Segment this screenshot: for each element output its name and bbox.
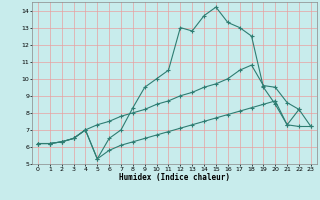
- X-axis label: Humidex (Indice chaleur): Humidex (Indice chaleur): [119, 173, 230, 182]
